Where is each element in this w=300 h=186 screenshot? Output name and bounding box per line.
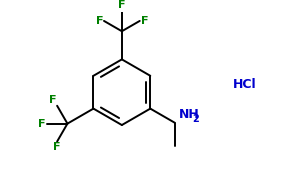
Text: F: F (141, 16, 148, 26)
Text: F: F (53, 142, 61, 153)
Text: F: F (118, 0, 126, 10)
Text: 2: 2 (193, 114, 199, 124)
Text: NH: NH (178, 108, 199, 121)
Text: F: F (49, 95, 56, 105)
Text: HCl: HCl (232, 78, 256, 91)
Text: F: F (38, 119, 46, 129)
Text: F: F (96, 16, 103, 26)
